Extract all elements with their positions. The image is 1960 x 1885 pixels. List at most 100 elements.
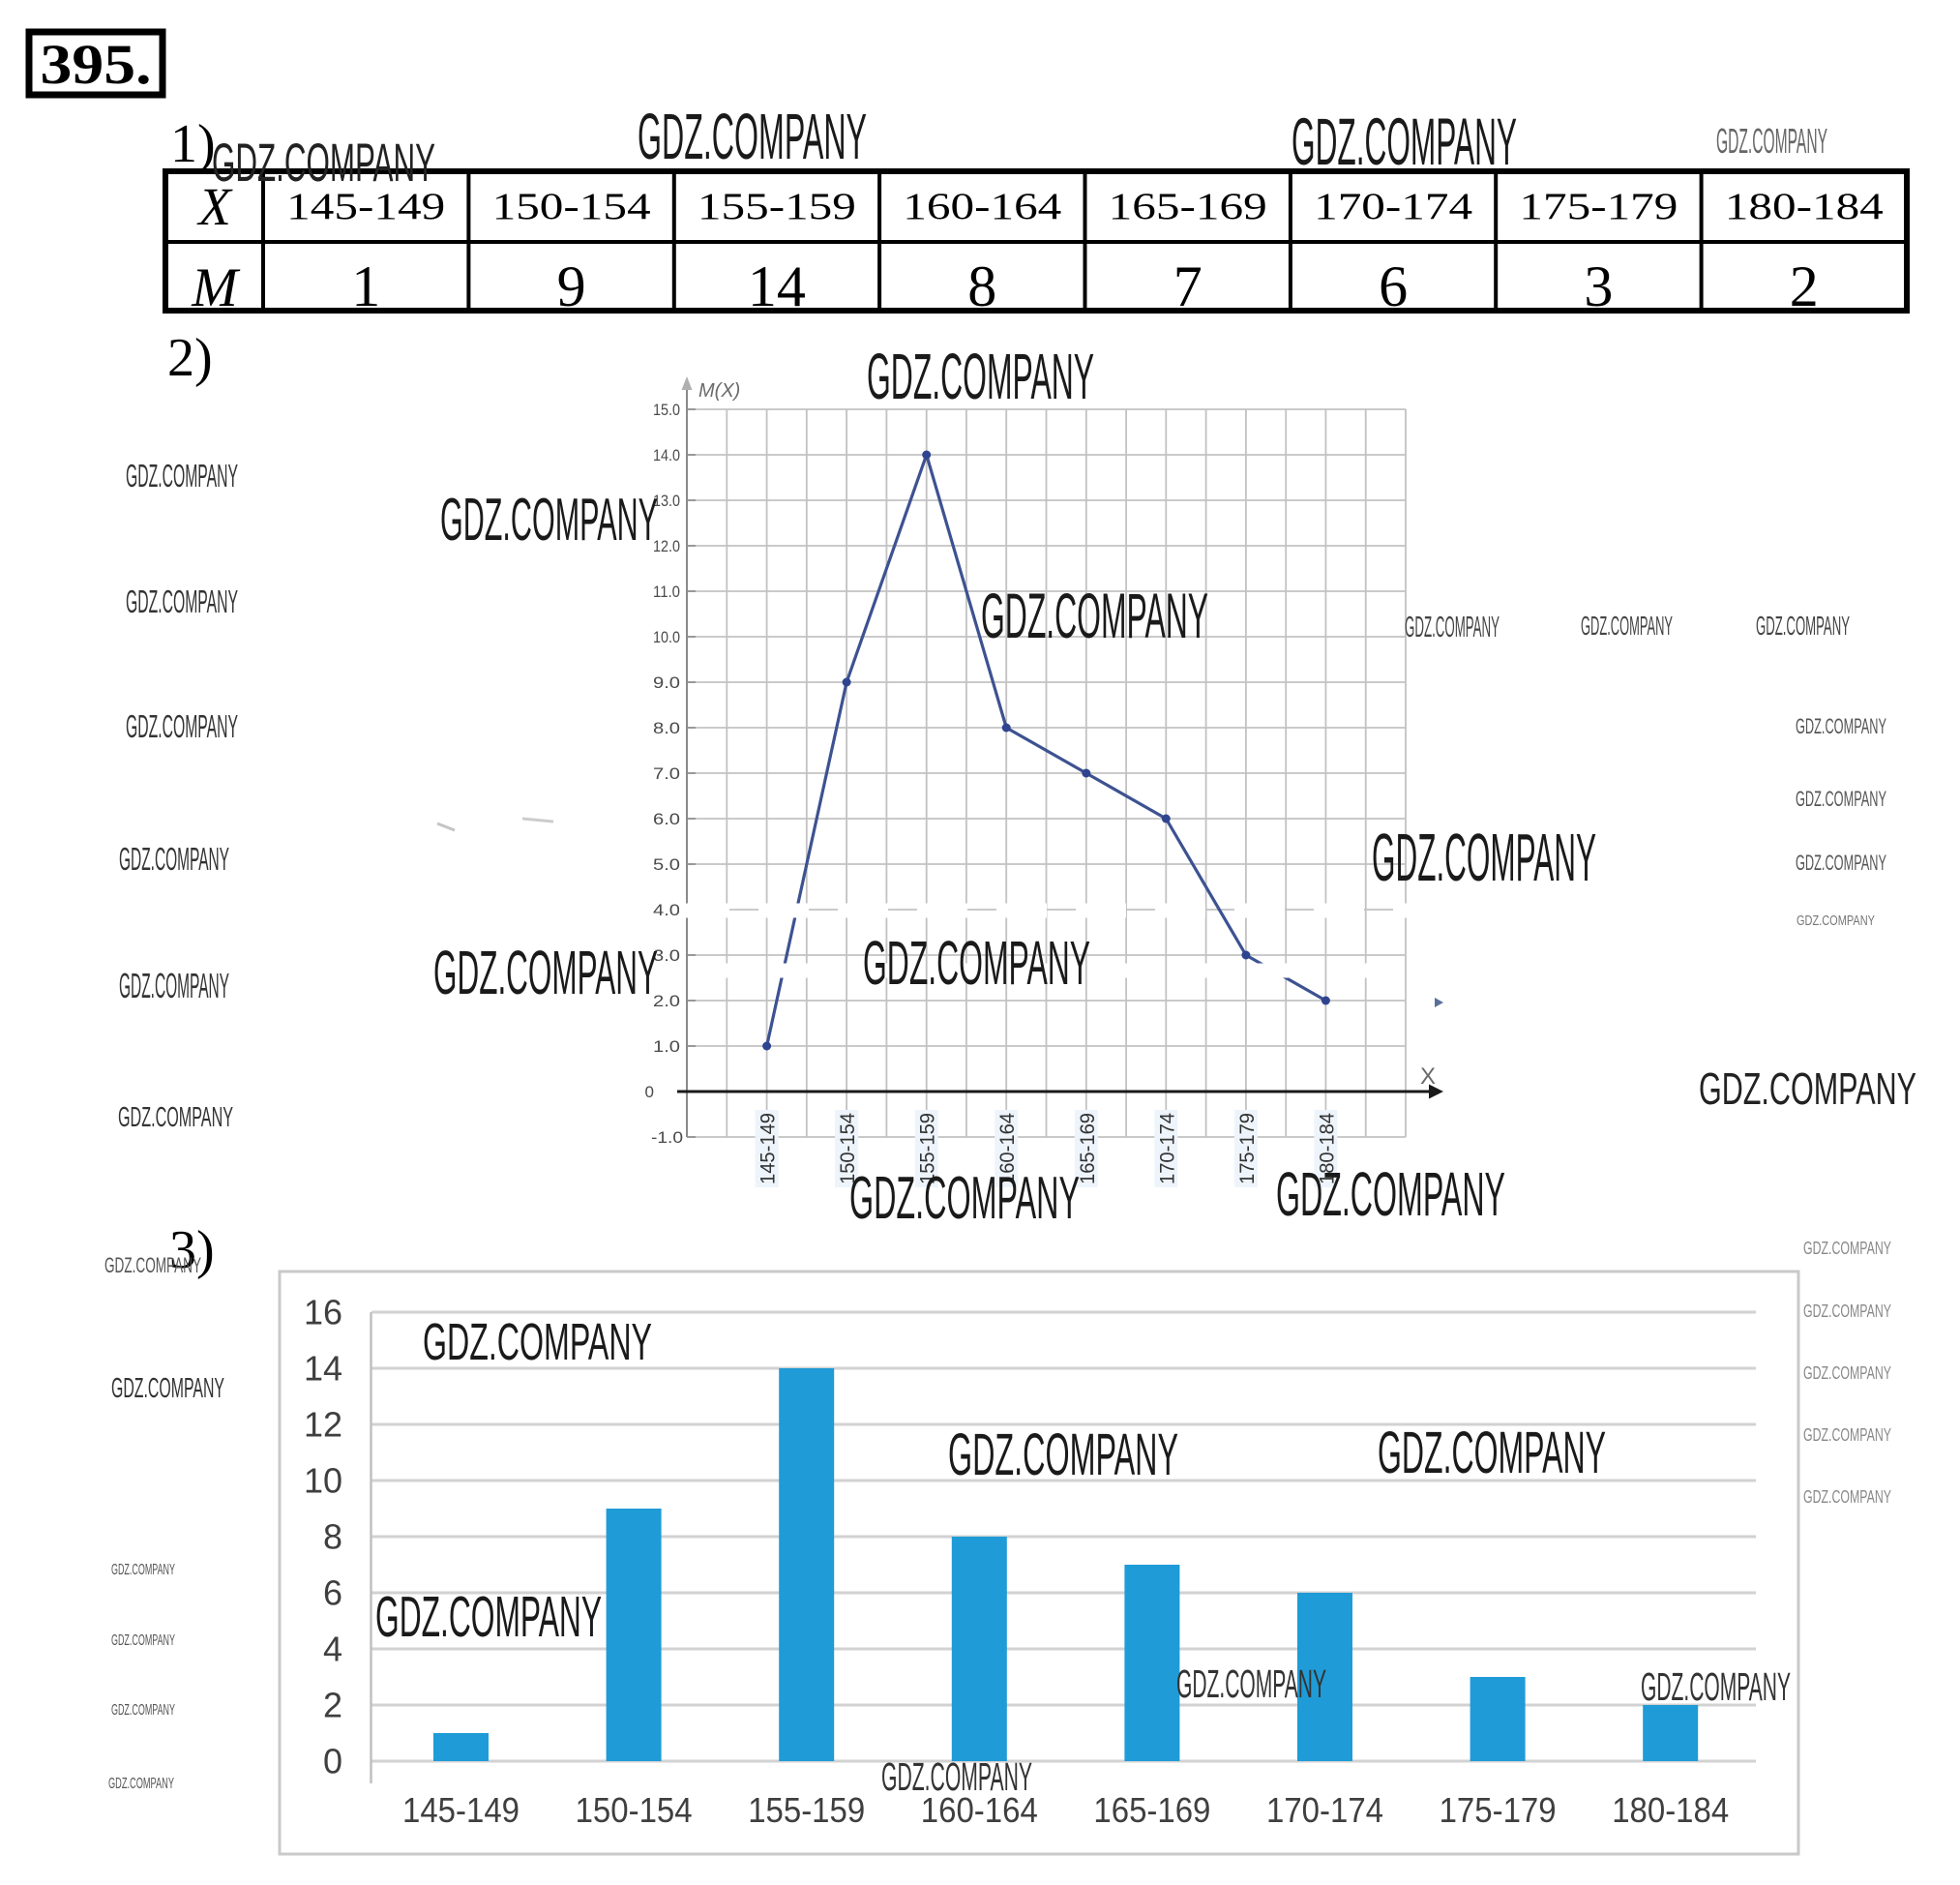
svg-text:13.0: 13.0 [653, 492, 680, 510]
svg-text:175-179: 175-179 [1519, 186, 1678, 227]
svg-text:GDZ.COMPANY: GDZ.COMPANY [1803, 1487, 1891, 1508]
svg-text:X: X [1420, 1063, 1436, 1090]
svg-text:GDZ.COMPANY: GDZ.COMPANY [126, 459, 238, 494]
svg-text:14.0: 14.0 [653, 446, 680, 464]
svg-text:8.0: 8.0 [653, 719, 680, 737]
svg-text:GDZ.COMPANY: GDZ.COMPANY [1803, 1302, 1891, 1322]
svg-text:180-184: 180-184 [1612, 1790, 1729, 1830]
svg-text:150-154: 150-154 [492, 186, 651, 227]
svg-text:180-184: 180-184 [1316, 1113, 1338, 1184]
svg-text:GDZ.COMPANY: GDZ.COMPANY [1796, 787, 1886, 811]
svg-text:11.0: 11.0 [653, 583, 680, 601]
svg-text:GDZ.COMPANY: GDZ.COMPANY [119, 842, 229, 878]
svg-text:145-149: 145-149 [402, 1790, 520, 1830]
svg-text:2.0: 2.0 [653, 992, 680, 1010]
svg-text:2: 2 [323, 1686, 342, 1725]
svg-text:GDZ.COMPANY: GDZ.COMPANY [111, 1702, 175, 1719]
svg-text:6: 6 [323, 1573, 342, 1613]
svg-text:1: 1 [351, 254, 380, 318]
svg-text:14: 14 [304, 1349, 342, 1389]
svg-text:GDZ.COMPANY: GDZ.COMPANY [1581, 611, 1673, 641]
svg-text:0: 0 [645, 1083, 654, 1101]
svg-text:GDZ.COMPANY: GDZ.COMPANY [433, 938, 658, 1007]
svg-text:GDZ.COMPANY: GDZ.COMPANY [981, 581, 1208, 651]
svg-text:7: 7 [1173, 254, 1203, 318]
svg-text:395.: 395. [41, 33, 152, 96]
svg-text:2: 2 [1790, 254, 1819, 318]
svg-text:GDZ.COMPANY: GDZ.COMPANY [948, 1421, 1178, 1487]
svg-text:180-184: 180-184 [1725, 186, 1884, 227]
svg-text:160-164: 160-164 [903, 186, 1061, 227]
svg-text:170-174: 170-174 [1266, 1790, 1383, 1830]
svg-text:10: 10 [304, 1461, 342, 1501]
svg-text:150-154: 150-154 [837, 1113, 859, 1184]
svg-text:7.0: 7.0 [653, 764, 680, 783]
svg-text:GDZ.COMPANY: GDZ.COMPANY [863, 928, 1090, 998]
svg-text:8: 8 [967, 254, 996, 318]
svg-text:3: 3 [1584, 254, 1613, 318]
svg-text:4.0: 4.0 [653, 901, 680, 919]
svg-text:12: 12 [304, 1405, 342, 1445]
svg-text:2): 2) [167, 328, 213, 388]
svg-text:GDZ.COMPANY: GDZ.COMPANY [126, 584, 238, 620]
svg-text:155-159: 155-159 [748, 1790, 865, 1830]
svg-text:4: 4 [323, 1630, 342, 1669]
svg-text:170-174: 170-174 [1314, 186, 1472, 227]
svg-text:175-179: 175-179 [1440, 1790, 1557, 1830]
svg-text:GDZ.COMPANY: GDZ.COMPANY [111, 1632, 175, 1649]
svg-text:GDZ.COMPANY: GDZ.COMPANY [119, 966, 229, 1005]
svg-text:X: X [196, 177, 233, 236]
svg-text:145-149: 145-149 [757, 1113, 780, 1184]
svg-text:GDZ.COMPANY: GDZ.COMPANY [1176, 1661, 1326, 1706]
svg-text:GDZ.COMPANY: GDZ.COMPANY [1378, 1420, 1606, 1485]
svg-text:GDZ.COMPANY: GDZ.COMPANY [1797, 913, 1875, 929]
svg-text:165-169: 165-169 [1093, 1790, 1210, 1830]
svg-text:9.0: 9.0 [653, 673, 680, 692]
svg-text:GDZ.COMPANY: GDZ.COMPANY [867, 341, 1094, 413]
svg-text:0: 0 [323, 1742, 342, 1781]
svg-text:GDZ.COMPANY: GDZ.COMPANY [108, 1776, 174, 1792]
svg-text:15.0: 15.0 [653, 401, 680, 419]
svg-text:3): 3) [169, 1220, 215, 1280]
svg-text:GDZ.COMPANY: GDZ.COMPANY [1276, 1159, 1505, 1229]
svg-text:165-169: 165-169 [1109, 186, 1267, 227]
svg-text:1): 1) [170, 114, 216, 174]
svg-text:12.0: 12.0 [653, 537, 680, 555]
svg-text:160-164: 160-164 [921, 1790, 1038, 1830]
svg-text:GDZ.COMPANY: GDZ.COMPANY [212, 133, 435, 193]
svg-text:GDZ.COMPANY: GDZ.COMPANY [849, 1164, 1080, 1232]
svg-text:M: M [191, 257, 241, 318]
svg-text:GDZ.COMPANY: GDZ.COMPANY [881, 1754, 1032, 1799]
svg-text:170-174: 170-174 [1156, 1113, 1178, 1184]
svg-text:10.0: 10.0 [653, 628, 680, 646]
svg-text:GDZ.COMPANY: GDZ.COMPANY [1803, 1363, 1891, 1384]
svg-text:GDZ.COMPANY: GDZ.COMPANY [440, 486, 658, 554]
svg-text:GDZ.COMPANY: GDZ.COMPANY [126, 709, 238, 745]
svg-text:GDZ.COMPANY: GDZ.COMPANY [638, 101, 867, 173]
svg-text:GDZ.COMPANY: GDZ.COMPANY [375, 1584, 602, 1649]
svg-text:5.0: 5.0 [653, 855, 680, 874]
svg-text:8: 8 [323, 1517, 342, 1557]
svg-text:155-159: 155-159 [698, 186, 856, 227]
svg-text:6.0: 6.0 [653, 810, 680, 828]
svg-text:150-154: 150-154 [576, 1790, 693, 1830]
svg-text:GDZ.COMPANY: GDZ.COMPANY [1803, 1425, 1891, 1446]
svg-text:6: 6 [1379, 254, 1408, 318]
svg-text:145-149: 145-149 [286, 186, 445, 227]
svg-text:14: 14 [748, 254, 806, 318]
svg-text:GDZ.COMPANY: GDZ.COMPANY [104, 1253, 201, 1277]
svg-text:GDZ.COMPANY: GDZ.COMPANY [1796, 851, 1886, 875]
svg-text:9: 9 [557, 254, 586, 318]
svg-text:155-159: 155-159 [917, 1113, 939, 1184]
svg-text:GDZ.COMPANY: GDZ.COMPANY [1803, 1239, 1891, 1259]
svg-text:GDZ.COMPANY: GDZ.COMPANY [111, 1562, 175, 1578]
svg-text:GDZ.COMPANY: GDZ.COMPANY [423, 1313, 652, 1371]
svg-text:GDZ.COMPANY: GDZ.COMPANY [1405, 611, 1500, 643]
svg-text:GDZ.COMPANY: GDZ.COMPANY [1796, 714, 1886, 738]
svg-text:-1.0: -1.0 [651, 1128, 683, 1147]
svg-text:175-179: 175-179 [1236, 1113, 1259, 1184]
svg-text:GDZ.COMPANY: GDZ.COMPANY [1699, 1063, 1916, 1114]
svg-text:GDZ.COMPANY: GDZ.COMPANY [118, 1102, 233, 1133]
svg-text:160-164: 160-164 [996, 1113, 1019, 1184]
svg-text:GDZ.COMPANY: GDZ.COMPANY [111, 1373, 224, 1404]
